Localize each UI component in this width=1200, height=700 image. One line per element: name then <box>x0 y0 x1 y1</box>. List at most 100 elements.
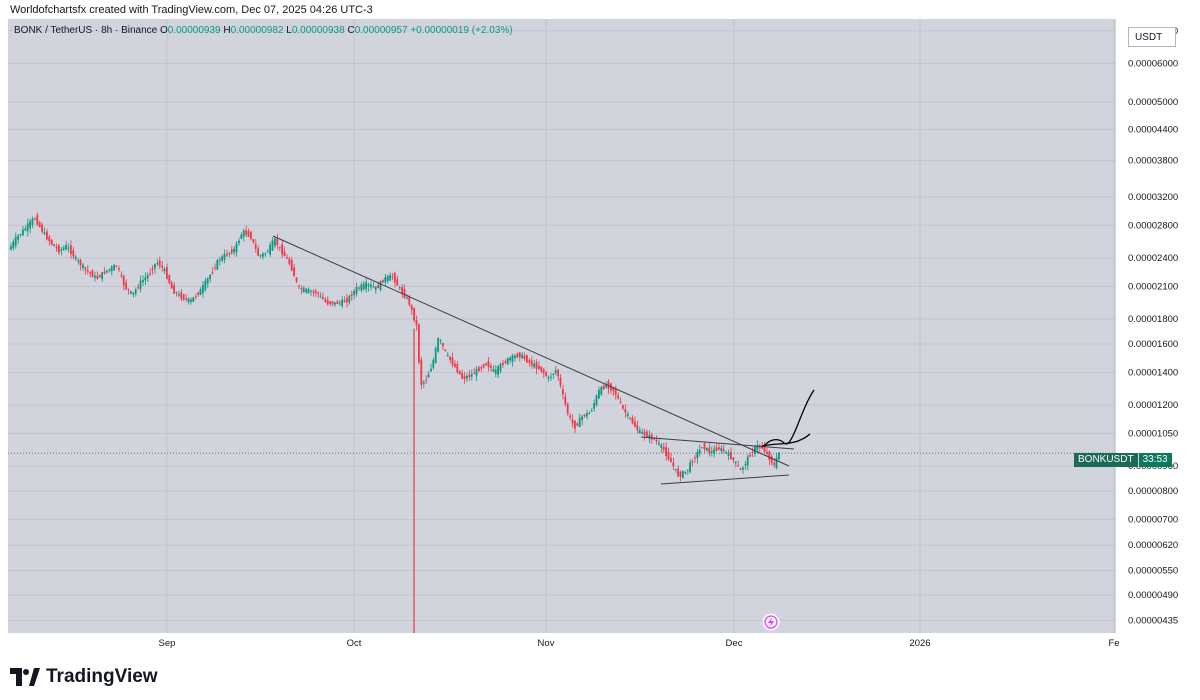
candle-body <box>377 285 379 289</box>
candle-body <box>442 343 444 347</box>
candle-body <box>259 255 262 257</box>
candle-body <box>742 467 744 470</box>
candle-body <box>511 354 514 362</box>
candle-body <box>77 260 79 262</box>
candle-body <box>24 228 27 231</box>
candle-body <box>329 301 331 305</box>
candle-body <box>146 274 149 279</box>
candle-body <box>312 291 315 293</box>
candle-body <box>370 284 372 288</box>
candle-body <box>516 353 519 358</box>
candle-body <box>557 369 559 377</box>
candle-body <box>202 284 204 294</box>
candle-body <box>206 278 209 284</box>
candle-body <box>773 462 775 465</box>
x-tick-label: Oct <box>347 638 362 649</box>
candle-body <box>497 366 499 375</box>
candle-body <box>278 246 281 248</box>
candle-body <box>602 385 605 390</box>
currency-button[interactable]: USDT <box>1128 27 1176 47</box>
candle-body <box>293 267 295 277</box>
x-tick-label: 2026 <box>909 638 930 649</box>
time-axis-panel[interactable] <box>8 633 1192 657</box>
candle-body <box>115 265 118 267</box>
candle-body <box>708 447 711 453</box>
candle-body <box>394 273 396 283</box>
candle-body <box>235 243 238 253</box>
candle-body <box>156 262 159 264</box>
candle-body <box>314 290 317 294</box>
candle-body <box>122 276 125 286</box>
candle-body <box>362 283 365 290</box>
candle-body <box>372 286 375 288</box>
candle-body <box>187 298 190 303</box>
candle-body <box>540 366 543 372</box>
candle-body <box>22 229 24 236</box>
candle-body <box>398 287 401 289</box>
candle-body <box>504 361 507 363</box>
candle-body <box>706 447 708 451</box>
candle-body <box>624 409 627 413</box>
candle-body <box>264 253 267 255</box>
candle-body <box>283 251 286 257</box>
y-tick-label: 0.00001400 <box>1128 367 1178 378</box>
symbol-title[interactable]: BONK / TetherUS · 8h · Binance <box>14 25 158 36</box>
candle-body <box>547 376 550 379</box>
candle-body <box>55 247 58 249</box>
triangle-bottom-line[interactable] <box>660 474 790 485</box>
projection-arrow-low[interactable] <box>761 433 811 447</box>
candle-body <box>403 289 406 298</box>
y-tick-label: 0.00002100 <box>1128 281 1178 292</box>
candle-body <box>434 348 437 363</box>
candle-body <box>214 267 216 269</box>
candle-body <box>26 223 29 232</box>
candle-body <box>430 368 432 372</box>
projection-arrow-high[interactable] <box>763 389 815 447</box>
y-tick-label: 0.00003200 <box>1128 192 1178 203</box>
candle-body <box>50 239 53 245</box>
candle-body <box>588 412 591 415</box>
candle-body <box>245 230 247 235</box>
candle-body <box>655 439 658 442</box>
chart-area[interactable]: 0.000070000.000060000.000050000.00004400… <box>8 19 1192 657</box>
candle-body <box>677 468 679 477</box>
candle-body <box>406 297 408 299</box>
candle-body <box>593 403 595 409</box>
candles <box>10 212 780 633</box>
y-tick-label: 0.00000700 <box>1128 514 1178 525</box>
y-tick-label: 0.00000435 <box>1128 615 1178 626</box>
low-value: 0.00000938 <box>291 25 345 36</box>
candle-body <box>288 258 291 264</box>
candle-body <box>86 269 89 272</box>
candle-body <box>410 305 413 310</box>
brand-name: TradingView <box>46 666 158 687</box>
price-chart[interactable]: 0.000070000.000060000.000050000.00004400… <box>8 19 1192 657</box>
candle-body <box>185 298 187 300</box>
triangle-top-line[interactable] <box>640 436 795 450</box>
y-tick-label: 0.00001050 <box>1128 428 1178 439</box>
candle-body <box>521 354 523 359</box>
candle-body <box>538 365 540 370</box>
candle-body <box>605 385 607 388</box>
brand-footer[interactable]: TradingView <box>10 666 158 688</box>
candle-body <box>643 431 646 436</box>
candle-body <box>444 349 447 351</box>
candle-body <box>658 442 660 445</box>
candle-body <box>415 320 418 326</box>
candle-body <box>576 423 579 426</box>
candle-body <box>574 420 576 429</box>
candle-body <box>696 451 699 459</box>
candle-body <box>554 370 557 373</box>
open-value: 0.00000939 <box>167 25 221 36</box>
candle-body <box>679 471 682 477</box>
candle-body <box>391 276 394 278</box>
candle-body <box>221 256 223 261</box>
candle-body <box>151 268 154 271</box>
low-label: L <box>286 25 292 36</box>
candle-body <box>454 363 456 367</box>
axes: 0.000070000.000060000.000050000.00004400… <box>8 19 1192 657</box>
price-axis-panel[interactable] <box>1116 19 1192 657</box>
lightning-icon[interactable] <box>762 613 780 631</box>
descending-trendline[interactable] <box>272 235 790 467</box>
candle-body <box>36 214 39 225</box>
